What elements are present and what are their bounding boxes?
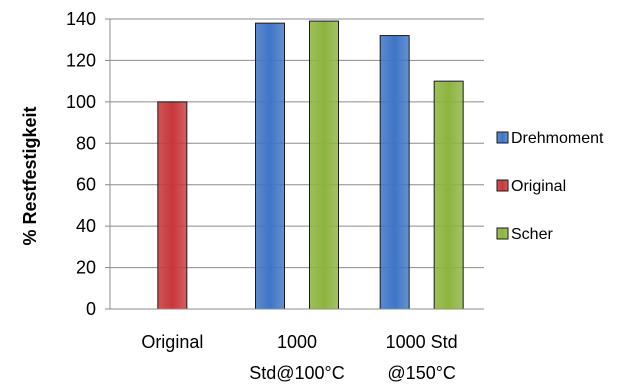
- legend-swatch: [496, 131, 509, 144]
- y-tick-label: 140: [66, 9, 96, 29]
- legend-label: Scher: [511, 226, 553, 243]
- y-tick-label: 100: [66, 92, 96, 112]
- y-tick-label: 20: [76, 258, 96, 278]
- bar-drehmoment-2: [379, 35, 410, 310]
- x-category-label-line: Original: [141, 332, 203, 352]
- legend-swatch: [496, 179, 509, 192]
- bar-scher-2: [433, 80, 464, 310]
- x-category-label: Original: [141, 332, 203, 352]
- legend-item-drehmoment: Drehmoment: [496, 130, 604, 147]
- x-category-label: 1000 Std @150°C: [386, 332, 458, 383]
- x-category-label-line: 1000 Std: [386, 332, 458, 352]
- x-category-labels: Original 1000 Std@100°C 1000 Std @150°C: [141, 332, 457, 383]
- bars: [157, 20, 464, 310]
- y-tick-label: 60: [76, 175, 96, 195]
- legend-label: Drehmoment: [511, 130, 604, 147]
- x-category-label-line: Std@100°C: [249, 363, 345, 383]
- x-category-label-line: @150°C: [387, 363, 456, 383]
- y-tick-label: 80: [76, 133, 96, 153]
- axes: [105, 18, 484, 310]
- x-category-label: 1000 Std@100°C: [249, 332, 345, 383]
- x-category-label-line: 1000: [277, 332, 317, 352]
- bar-scher-1: [309, 20, 339, 310]
- y-tick-labels: 0 20 40 60 80 100 120 140: [66, 9, 96, 319]
- legend-swatch: [496, 227, 509, 240]
- legend: Drehmoment Original Scher: [496, 130, 604, 243]
- bar-original-0: [157, 101, 188, 310]
- y-tick-label: 120: [66, 50, 96, 70]
- y-axis-label: % Restfestigkeit: [20, 106, 40, 245]
- y-tick-label: 0: [86, 299, 96, 319]
- legend-item-original: Original: [496, 178, 566, 195]
- legend-item-scher: Scher: [496, 226, 553, 243]
- legend-label: Original: [511, 178, 566, 195]
- y-tick-label: 40: [76, 216, 96, 236]
- bar-drehmoment-1: [255, 22, 285, 310]
